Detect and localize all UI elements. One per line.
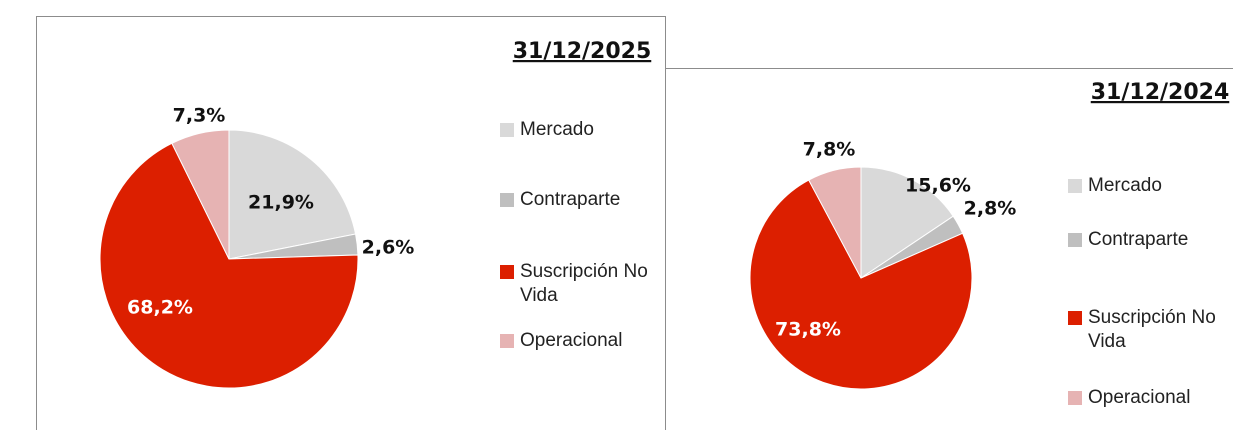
legend-swatch	[1068, 311, 1082, 325]
legend-swatch	[500, 123, 514, 137]
data-label: 7,8%	[803, 139, 856, 161]
data-label: 2,8%	[964, 198, 1017, 220]
legend-swatch	[1068, 179, 1082, 193]
data-label: 73,8%	[775, 319, 841, 341]
legend-swatch	[500, 193, 514, 207]
pie-slice	[99, 142, 359, 389]
chart-frame	[36, 16, 666, 430]
pie-slice	[171, 129, 230, 260]
legend-swatch	[500, 265, 514, 279]
legend-label: Operacional	[1088, 387, 1191, 408]
pie-slice	[749, 179, 973, 390]
legend-label: Contraparte	[1088, 229, 1189, 250]
pie-slice	[808, 166, 862, 279]
pie-slice	[860, 166, 954, 279]
legend-label: Mercado	[1088, 175, 1162, 196]
legend-label: Mercado	[520, 119, 594, 140]
data-label: 2,6%	[362, 237, 415, 259]
legend-label: Suscripción No Vida	[1088, 307, 1216, 352]
data-label: 15,6%	[905, 175, 971, 197]
data-label: 7,3%	[173, 105, 226, 127]
legend-label: Suscripción No Vida	[520, 261, 648, 306]
chart-title: 31/12/2024	[1091, 80, 1230, 105]
legend-swatch	[500, 334, 514, 348]
data-label: 21,9%	[248, 192, 314, 214]
legend-label: Contraparte	[520, 189, 621, 210]
pie-slice	[228, 129, 357, 260]
legend-swatch	[1068, 391, 1082, 405]
chart-title: 31/12/2025	[513, 39, 652, 64]
legend-label: Operacional	[520, 330, 623, 351]
legend-swatch	[1068, 233, 1082, 247]
data-label: 68,2%	[127, 297, 193, 319]
